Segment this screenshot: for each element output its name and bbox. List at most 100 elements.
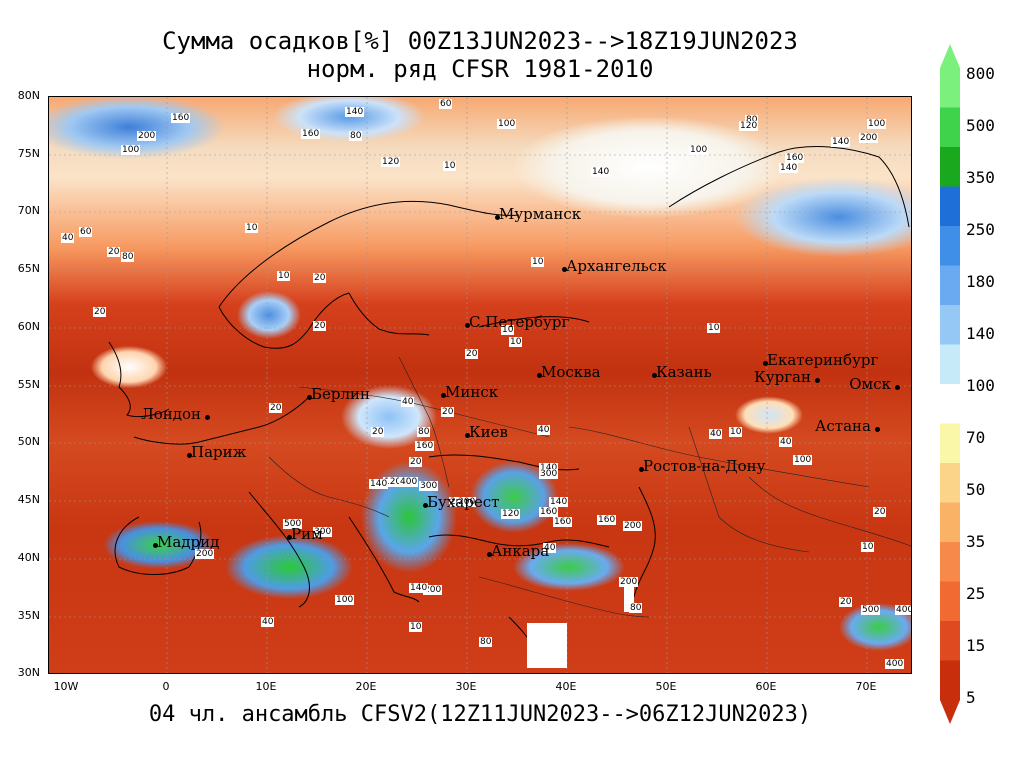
contour-label: 10 — [409, 622, 423, 632]
contour-label: 80 — [121, 252, 135, 262]
colorbar-segment — [940, 344, 960, 385]
colorbar-bottom-arrow — [940, 700, 960, 724]
contour-label: 20 — [873, 507, 887, 517]
contour-label: 40 — [543, 543, 557, 553]
contour-label: 20 — [409, 457, 423, 467]
contour-label: 200 — [623, 521, 643, 531]
title-line-1: Сумма осадков[%] 00Z13JUN2023-->18Z19JUN… — [162, 27, 798, 55]
contour-label: 160 — [415, 441, 435, 451]
lat-label: 40N — [17, 551, 40, 564]
city-marker — [423, 503, 428, 508]
contour-label: 40 — [261, 617, 275, 627]
contour-label: 100 — [497, 119, 517, 129]
colorbar-label: 70 — [966, 428, 986, 447]
contour-label: 10 — [861, 542, 875, 552]
contour-label: 140 — [549, 497, 569, 507]
graticule — [49, 97, 911, 673]
city-label: Архангельск — [566, 257, 667, 275]
city-marker — [153, 543, 158, 548]
contour-label: 140 — [369, 479, 389, 489]
contour-label: 40 — [61, 233, 75, 243]
contour-label: 20 — [371, 427, 385, 437]
contour-label: 160 — [597, 515, 617, 525]
colorbar-label: 100 — [966, 376, 995, 395]
colorbar-top-arrow — [940, 44, 960, 68]
colorbar-label: 250 — [966, 220, 995, 239]
contour-label: 10 — [509, 337, 523, 347]
city-marker — [763, 361, 768, 366]
colorbar-label: 800 — [966, 64, 995, 83]
contour-label: 60 — [79, 227, 93, 237]
contour-label: 40 — [537, 425, 551, 435]
contour-label: 10 — [531, 257, 545, 267]
contour-label: 20 — [313, 321, 327, 331]
city-label: С.Петербург — [469, 313, 570, 331]
contour-label: 20 — [441, 407, 455, 417]
city-label: Казань — [656, 363, 712, 381]
contour-label: 20 — [93, 307, 107, 317]
contour-label: 140 — [409, 583, 429, 593]
borders — [268, 356, 911, 618]
colorbar-label: 500 — [966, 116, 995, 135]
colorbar-segment — [940, 660, 960, 701]
colorbar-segment — [940, 621, 960, 661]
city-marker — [465, 323, 470, 328]
missing-data-area — [527, 623, 567, 668]
city-label: Лондон — [141, 405, 201, 423]
lat-label: 55N — [17, 378, 40, 391]
city-marker — [487, 552, 492, 557]
city-marker — [465, 433, 470, 438]
city-marker — [875, 427, 880, 432]
city-label: Берлин — [311, 385, 371, 403]
contour-label: 120 — [383, 477, 403, 487]
missing-data-area — [624, 577, 634, 612]
contour-label: 160 — [553, 517, 573, 527]
contour-label: 500 — [861, 605, 881, 615]
contour-label: 10 — [707, 323, 721, 333]
contour-label: 140 — [831, 137, 851, 147]
lat-label: 65N — [17, 262, 40, 275]
colorbar-segment — [940, 423, 960, 464]
contour-label: 40 — [401, 397, 415, 407]
contour-label: 160 — [539, 507, 559, 517]
contour-label: 400 — [399, 477, 419, 487]
lon-label: 70E — [855, 680, 877, 693]
contour-label: 100 — [867, 119, 887, 129]
contour-label: 20 — [107, 247, 121, 257]
contour-label: 140 — [779, 163, 799, 173]
city-marker — [652, 373, 657, 378]
colorbar-segment — [940, 463, 960, 503]
colorbar-label: 50 — [966, 480, 986, 499]
city-label: Париж — [191, 443, 247, 461]
city-label: Киев — [469, 423, 508, 441]
contour-label: 140 — [539, 463, 559, 473]
contour-label: 80 — [479, 637, 493, 647]
contour-label: 160 — [785, 153, 805, 163]
coastlines — [108, 146, 910, 658]
colorbar-segment — [940, 542, 960, 582]
contour-label: 120 — [381, 157, 401, 167]
contour-label: 20 — [269, 403, 283, 413]
contour-label: 20 — [313, 273, 327, 283]
colorbar-label: 350 — [966, 168, 995, 187]
contour-label: 80 — [417, 427, 431, 437]
contour-label: 140 — [345, 107, 365, 117]
contour-label: 200 — [457, 497, 477, 507]
city-label: Астана — [815, 417, 871, 435]
contour-label: 60 — [439, 99, 453, 109]
lat-label: 70N — [17, 204, 40, 217]
city-label: Москва — [541, 363, 601, 381]
colorbar-segment — [940, 384, 960, 424]
contour-label: 10 — [729, 427, 743, 437]
contour-label: 10 — [245, 223, 259, 233]
colorbar-segment — [940, 502, 960, 543]
contour-label: 200 — [619, 577, 639, 587]
contour-label: 140 — [591, 167, 611, 177]
contour-label: 100 — [793, 455, 813, 465]
city-label: Анкара — [491, 542, 550, 560]
city-marker — [815, 378, 820, 383]
contour-label: 20 — [465, 349, 479, 359]
ensemble-caption: 04 чл. ансамбль CFSV2(12Z11JUN2023-->06Z… — [148, 702, 812, 727]
colorbar-label: 140 — [966, 324, 995, 343]
